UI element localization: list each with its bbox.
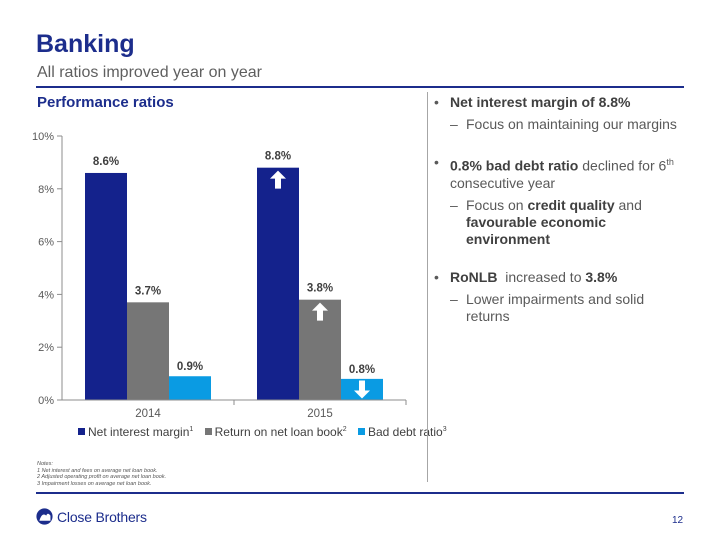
bullet-glyph: •	[434, 154, 439, 170]
bullet-text-2: consecutive year	[450, 174, 556, 191]
legend-label: Bad debt ratio	[367, 425, 443, 439]
arrow-up-icon	[270, 170, 286, 189]
x-category-label: 2014	[135, 408, 161, 420]
legend-swatch	[357, 428, 365, 436]
sub-bullet-bold-2: favourable economic environment	[466, 213, 607, 247]
bullet-bold: Net interest margin of 8.8%	[450, 94, 631, 110]
footer-rule	[36, 492, 684, 494]
data-label: 3.8%	[307, 283, 333, 295]
legend-swatch	[204, 428, 212, 436]
bullet-text: increased to	[497, 268, 586, 285]
dash-glyph: –	[450, 116, 458, 132]
legend-item-return-on-net-loan-book: Return on net loan book2	[204, 425, 347, 439]
note-2: 2 Adjusted operating profit on average n…	[37, 474, 167, 481]
data-label: 8.8%	[265, 151, 291, 163]
legend-swatch	[78, 428, 85, 436]
data-label: 3.7%	[135, 285, 161, 297]
y-tick-label: 10%	[32, 131, 54, 143]
legend-label: Net interest margin	[88, 425, 190, 439]
x-axis: 2014 2015	[62, 399, 407, 420]
data-label: 8.6%	[93, 156, 119, 168]
data-label: 0.8%	[349, 364, 375, 376]
y-tick-label: 8%	[38, 184, 54, 196]
bullet-net-interest-margin: • Net interest margin of 8.8%	[434, 94, 684, 111]
legend-footnote-mark: 2	[342, 426, 347, 433]
key-points: • Net interest margin of 8.8% – Focus on…	[434, 94, 684, 325]
y-tick-label: 4%	[38, 289, 54, 301]
footnotes: Notes: 1 Net interest and fees on averag…	[37, 461, 166, 487]
y-tick-label: 2%	[38, 342, 54, 354]
y-tick-label: 0%	[38, 395, 54, 407]
bullet-text: declined for 6	[578, 157, 667, 174]
legend-footnote-mark: 3	[442, 426, 447, 433]
bullet-bold: RoNLB	[450, 268, 498, 285]
arrow-up-icon	[312, 302, 328, 321]
sub-bullet-bold-1: credit quality	[527, 196, 615, 213]
bullet-sup: th	[666, 157, 674, 167]
bar	[257, 167, 299, 400]
bar	[169, 376, 211, 400]
logo-mark-icon	[36, 508, 53, 525]
note-3: 3 Impairment losses on average net loan …	[37, 480, 152, 487]
page-title: Banking	[36, 30, 135, 58]
bullet-bad-debt-ratio: • 0.8% bad debt ratio declined for 6th c…	[434, 154, 684, 192]
sub-bullet-prefix: Focus on	[466, 196, 528, 213]
legend-item-bad-debt-ratio: Bad debt ratio3	[357, 425, 447, 439]
legend-footnote-mark: 1	[189, 426, 194, 433]
note-1: 1 Net interest and fees on average net l…	[37, 467, 158, 474]
sub-bullet-impairments: – Lower impairments and solid returns	[434, 291, 684, 325]
header-rule	[36, 86, 684, 88]
bars	[85, 167, 383, 400]
arrow-down-icon	[354, 380, 370, 399]
dash-glyph: –	[450, 290, 458, 307]
y-axis: 0% 2% 4% 6% 8% 10%	[32, 131, 63, 407]
dash-glyph: –	[450, 196, 458, 213]
data-labels: 8.6% 3.7% 0.9% 8.8% 3.8% 0.8%	[93, 151, 375, 376]
chart-section-title: Performance ratios	[37, 94, 174, 111]
performance-ratios-chart: 0% 2% 4% 6% 8% 10% 8.6% 3.7% 0.9% 8.8% 3.8% 0.8% 2…	[32, 131, 407, 420]
sub-bullet-text: Focus on maintaining our margins	[466, 116, 677, 132]
legend-item-net-interest-margin: Net interest margin1	[78, 425, 193, 439]
legend-label: Return on net loan book	[214, 425, 343, 439]
x-category-label: 2015	[307, 408, 333, 420]
y-tick-label: 6%	[38, 237, 54, 249]
bullet-bold: 0.8% bad debt ratio	[450, 157, 579, 174]
notes-heading: Notes:	[37, 461, 53, 467]
sub-bullet-credit-quality: – Focus on credit quality and favourable…	[434, 197, 684, 248]
bullet-bold-2: 3.8%	[585, 268, 618, 285]
sub-bullet-mid: and	[614, 196, 642, 213]
close-brothers-logo: Close Brothers	[36, 508, 147, 525]
sub-bullet-margins: – Focus on maintaining our margins	[434, 116, 684, 133]
bullet-glyph: •	[434, 268, 439, 285]
bullet-ronlb: • RoNLB increased to 3.8%	[434, 269, 684, 286]
page-subtitle: All ratios improved year on year	[37, 64, 262, 81]
bar	[85, 172, 127, 400]
column-divider	[427, 92, 428, 482]
chart-legend: Net interest margin1 Return on net loan …	[78, 425, 455, 439]
data-label: 0.9%	[177, 361, 203, 373]
change-arrows	[270, 170, 370, 399]
bullet-glyph: •	[434, 94, 439, 110]
logo-text: Close Brothers	[57, 508, 147, 525]
bar	[127, 302, 169, 400]
sub-bullet-text: Lower impairments and solid returns	[466, 290, 645, 324]
page-number: 12	[672, 515, 684, 526]
